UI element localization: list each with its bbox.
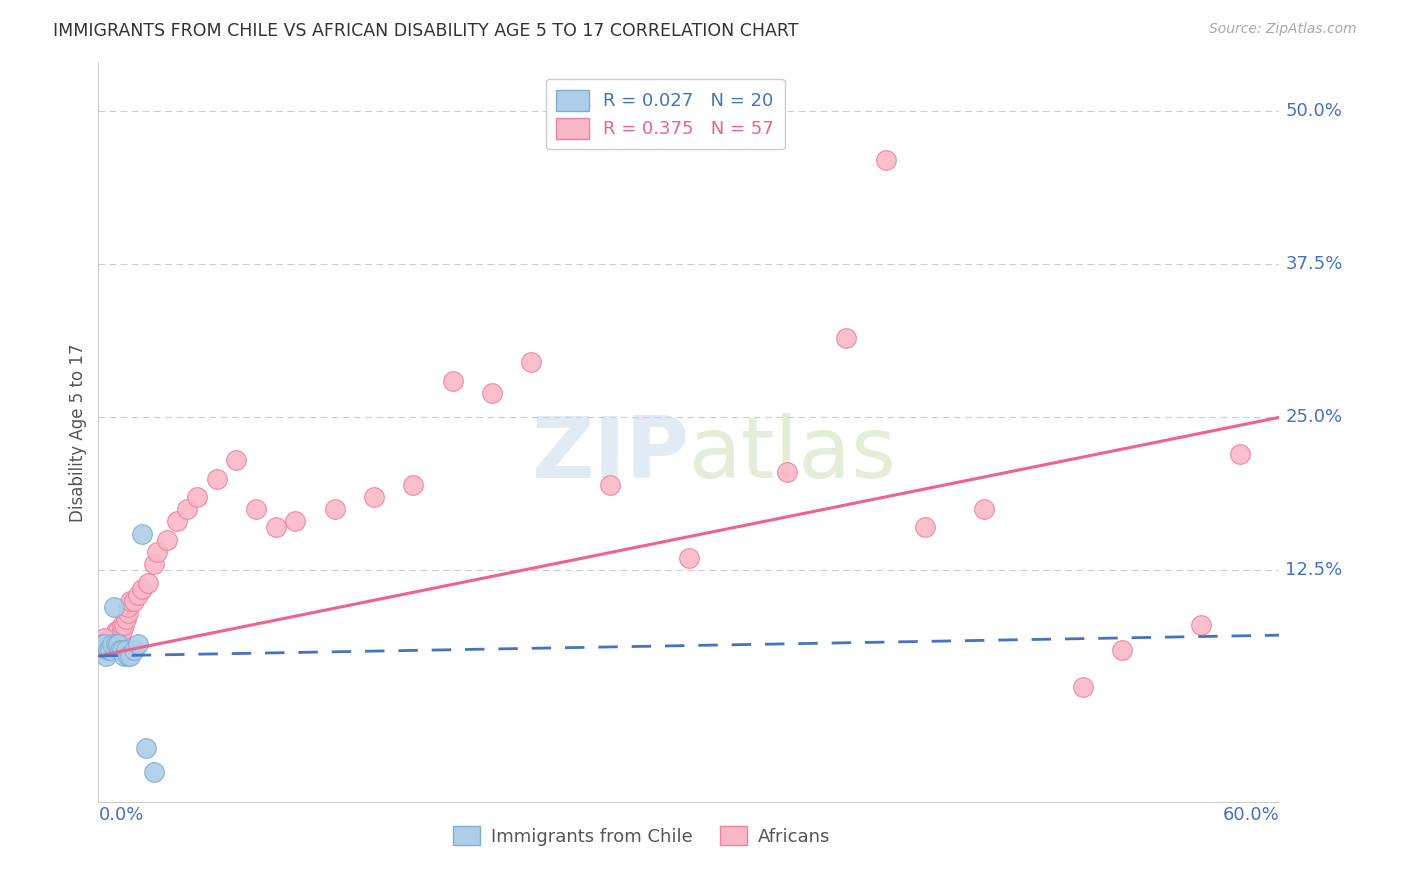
Point <box>107 624 129 639</box>
Point <box>166 514 188 528</box>
Point <box>146 545 169 559</box>
Point <box>115 612 138 626</box>
Point <box>131 582 153 596</box>
Point <box>225 453 247 467</box>
Point <box>111 618 134 632</box>
Point <box>142 765 165 780</box>
Point <box>776 466 799 480</box>
Point <box>205 471 228 485</box>
Point <box>1189 618 1212 632</box>
Point <box>101 637 124 651</box>
Point <box>1071 680 1094 694</box>
Point <box>112 648 135 663</box>
Point <box>105 637 128 651</box>
Point <box>107 637 129 651</box>
Text: IMMIGRANTS FROM CHILE VS AFRICAN DISABILITY AGE 5 TO 17 CORRELATION CHART: IMMIGRANTS FROM CHILE VS AFRICAN DISABIL… <box>53 22 799 40</box>
Point <box>245 502 267 516</box>
Text: 50.0%: 50.0% <box>1285 103 1343 120</box>
Point <box>97 637 120 651</box>
Point <box>108 631 131 645</box>
Point <box>105 624 128 639</box>
Point <box>875 153 897 168</box>
Point <box>481 385 503 400</box>
Point <box>96 643 118 657</box>
Text: 37.5%: 37.5% <box>1285 255 1343 273</box>
Point <box>142 557 165 571</box>
Point <box>103 599 125 614</box>
Point <box>96 637 118 651</box>
Point <box>1111 643 1133 657</box>
Point <box>91 637 114 651</box>
Point <box>117 648 139 663</box>
Point <box>914 520 936 534</box>
Point <box>93 631 115 645</box>
Point <box>127 637 149 651</box>
Point <box>136 575 159 590</box>
Point <box>1229 447 1251 461</box>
Point <box>111 643 134 657</box>
Point <box>97 643 120 657</box>
Point <box>284 514 307 528</box>
Point <box>122 643 145 657</box>
Point <box>103 637 125 651</box>
Point <box>520 355 543 369</box>
Point <box>105 637 128 651</box>
Point <box>118 648 141 663</box>
Point <box>108 643 131 657</box>
Point <box>98 637 121 651</box>
Text: 0.0%: 0.0% <box>98 806 143 824</box>
Point <box>363 490 385 504</box>
Text: Source: ZipAtlas.com: Source: ZipAtlas.com <box>1209 22 1357 37</box>
Point <box>973 502 995 516</box>
Point <box>117 599 139 614</box>
Point <box>115 643 138 657</box>
Point <box>186 490 208 504</box>
Text: 60.0%: 60.0% <box>1223 806 1279 824</box>
Point <box>135 740 157 755</box>
Point <box>678 551 700 566</box>
Point <box>402 477 425 491</box>
Point <box>97 643 120 657</box>
Text: 12.5%: 12.5% <box>1285 561 1343 579</box>
Point <box>127 588 149 602</box>
Point <box>122 594 145 608</box>
Point <box>101 631 124 645</box>
Point <box>112 618 135 632</box>
Point <box>93 637 115 651</box>
Point <box>101 637 124 651</box>
Legend: Immigrants from Chile, Africans: Immigrants from Chile, Africans <box>446 819 838 853</box>
Point <box>117 606 139 620</box>
Point <box>93 637 115 651</box>
Y-axis label: Disability Age 5 to 17: Disability Age 5 to 17 <box>69 343 87 522</box>
Point <box>111 624 134 639</box>
Point <box>599 477 621 491</box>
Point <box>131 526 153 541</box>
Point <box>835 331 858 345</box>
Point <box>176 502 198 516</box>
Text: ZIP: ZIP <box>531 413 689 496</box>
Point <box>323 502 346 516</box>
Point <box>91 637 114 651</box>
Point <box>264 520 287 534</box>
Point <box>118 594 141 608</box>
Point <box>96 648 118 663</box>
Text: atlas: atlas <box>689 413 897 496</box>
Point <box>107 637 129 651</box>
Point <box>441 374 464 388</box>
Point <box>98 631 121 645</box>
Point <box>103 631 125 645</box>
Text: 25.0%: 25.0% <box>1285 409 1343 426</box>
Point <box>98 643 121 657</box>
Point <box>156 533 179 547</box>
